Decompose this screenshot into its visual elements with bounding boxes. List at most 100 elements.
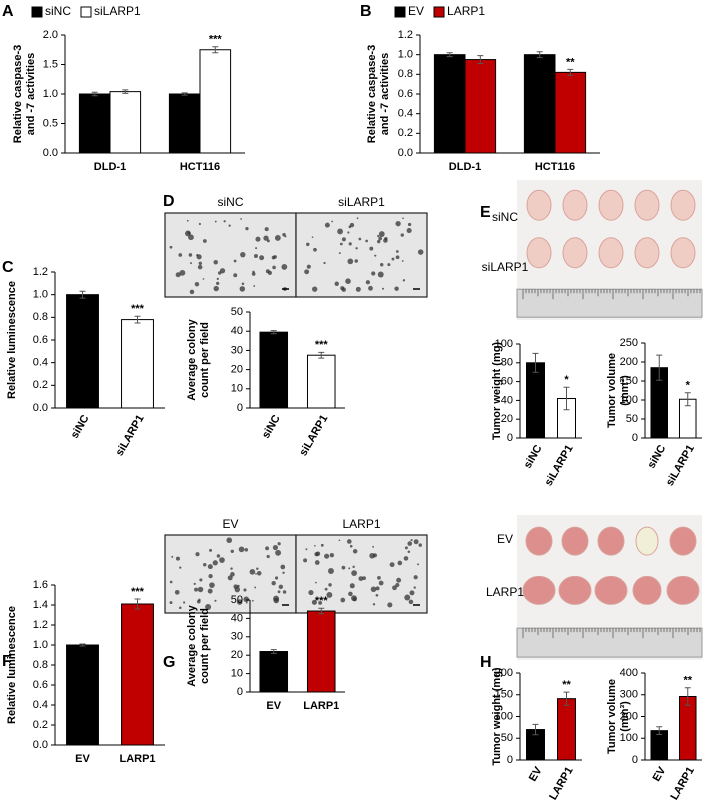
- y-tick-label: 30: [231, 344, 243, 356]
- error-bar: [563, 386, 570, 411]
- y-tick-label: 0.2: [33, 719, 48, 731]
- colony-dot: [245, 601, 248, 604]
- colony-dot: [169, 245, 173, 249]
- colony-dot: [198, 222, 201, 226]
- colony-dot: [203, 563, 207, 567]
- image-label: siLARP1: [338, 195, 385, 209]
- error-bar: [134, 598, 141, 610]
- y-tick-label: 10: [231, 668, 243, 680]
- colony-dot: [306, 264, 311, 269]
- colony-dot: [234, 586, 241, 593]
- y-tick-label: 0: [507, 432, 513, 444]
- y-tick-label: 250: [620, 337, 638, 349]
- colony-dot: [375, 586, 380, 591]
- colony-dot: [273, 595, 280, 602]
- colony-dot: [348, 567, 351, 570]
- tumor: [598, 189, 624, 221]
- colony-dot: [240, 218, 242, 220]
- y-tick-label: 50: [626, 413, 638, 425]
- colony-dot: [358, 237, 362, 241]
- y-tick-label: 0.4: [398, 108, 413, 120]
- y-axis-label: Average colony: [186, 604, 198, 686]
- colony-dot: [239, 286, 246, 292]
- colony-dot: [341, 565, 346, 570]
- x-tick-label: siNC: [69, 413, 92, 441]
- y-tick-label: 300: [620, 689, 638, 701]
- colony-dot: [346, 539, 352, 544]
- y-axis-label: count per field: [199, 608, 211, 684]
- colony-dot: [351, 570, 358, 577]
- colony-dot: [404, 546, 408, 550]
- error-bar: [91, 91, 98, 97]
- y-tick-label: 20: [231, 649, 243, 661]
- colony-dot: [213, 285, 219, 292]
- error-bar: [181, 92, 188, 96]
- y-tick-label: 100: [620, 732, 638, 744]
- y-tick-label: 0.8: [33, 659, 48, 671]
- x-tick-label: EV: [75, 753, 90, 765]
- significance: **: [566, 56, 575, 68]
- bar: [554, 71, 587, 154]
- colony-dot: [401, 260, 404, 262]
- colony-dot: [326, 591, 333, 598]
- y-tick-label: 60: [501, 376, 513, 388]
- colony-dot: [383, 238, 388, 243]
- ruler: [516, 288, 703, 318]
- colony-dot: [387, 263, 391, 267]
- y-tick-label: 0.2: [33, 379, 48, 391]
- colony-dot: [241, 282, 245, 286]
- bar: [199, 49, 232, 154]
- colony-dot: [169, 580, 173, 584]
- colony-dot: [340, 597, 346, 603]
- colony-dot: [189, 289, 195, 295]
- colony-dot: [183, 601, 186, 604]
- colony-dot: [417, 249, 424, 255]
- tumor: [561, 526, 589, 556]
- bar: [259, 651, 289, 693]
- bar: [66, 294, 99, 409]
- colony-dot: [347, 258, 354, 265]
- y-tick-label: 0.0: [33, 739, 48, 751]
- legend-swatch: [80, 6, 92, 18]
- y-tick-label: 0.6: [398, 88, 413, 100]
- y-tick-label: 0: [237, 402, 243, 414]
- tumor: [558, 575, 592, 605]
- tumor: [598, 237, 624, 269]
- panel-letter: H: [480, 654, 492, 671]
- colony-dot: [216, 277, 219, 281]
- colony-dot: [194, 587, 199, 592]
- tumor: [525, 526, 553, 556]
- colony-dot: [328, 583, 332, 587]
- legend-swatch: [394, 6, 406, 18]
- colony-dot: [254, 586, 257, 589]
- colony-dot: [189, 262, 192, 265]
- x-tick-label: LARP1: [547, 765, 575, 802]
- colony-dot: [255, 573, 257, 575]
- error-bar: [79, 643, 86, 647]
- colony-dot: [391, 257, 395, 261]
- colony-dot: [230, 549, 234, 553]
- colony-dot: [207, 588, 213, 594]
- colony-dot: [282, 590, 287, 594]
- tumor: [594, 575, 628, 605]
- error-bar: [656, 354, 663, 381]
- colony-dot: [409, 590, 415, 596]
- y-axis-label: Average colony: [186, 318, 198, 400]
- colony-dot: [377, 575, 381, 580]
- y-tick-label: 50: [231, 594, 243, 606]
- y-tick-label: 50: [231, 306, 243, 318]
- colony-dot: [371, 271, 376, 276]
- bar: [306, 610, 336, 693]
- y-tick-label: 100: [620, 394, 638, 406]
- ruler: [516, 627, 703, 658]
- y-tick-label: 1.6: [33, 579, 48, 591]
- colony-dot: [311, 236, 314, 238]
- tumor: [634, 189, 660, 221]
- panel-letter: A: [2, 3, 14, 20]
- colony-dot: [256, 567, 259, 570]
- colony-dot: [324, 222, 330, 228]
- colony-dot: [369, 246, 374, 251]
- colony-dot: [264, 227, 269, 232]
